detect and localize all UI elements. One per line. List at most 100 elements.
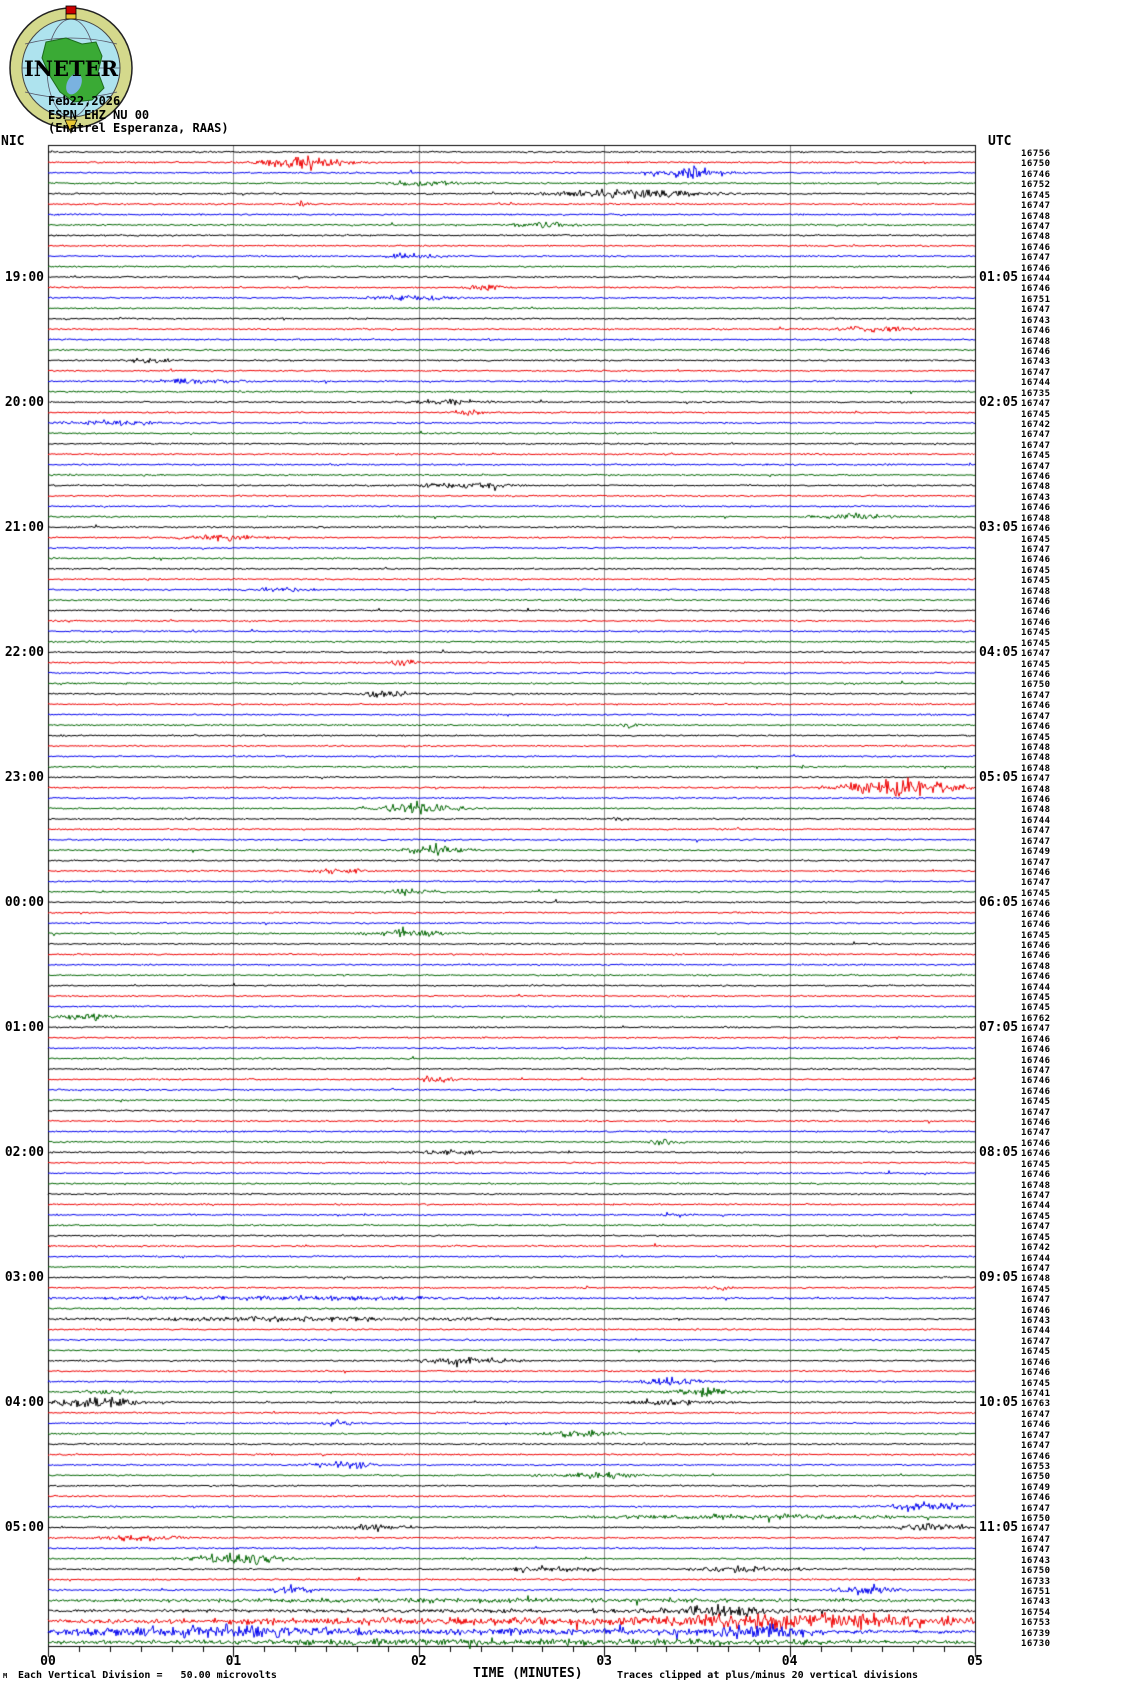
trace-bias-value: 16748 xyxy=(1021,211,1051,222)
trace-bias-value: 16748 xyxy=(1021,482,1051,493)
trace-bias-value: 16746 xyxy=(1021,597,1051,608)
trace-bias-value: 16746 xyxy=(1021,472,1051,483)
trace-bias-value: 16746 xyxy=(1021,1055,1051,1066)
trace-bias-value: 16747 xyxy=(1021,544,1051,555)
hour-label-local: 01:00 xyxy=(4,1020,44,1036)
hour-label-utc: 05:05 xyxy=(979,770,1019,786)
trace-bias-value: 16753 xyxy=(1021,1461,1051,1472)
trace-bias-value: 16754 xyxy=(1021,1607,1051,1618)
trace-bias-value: 16746 xyxy=(1021,169,1051,180)
trace-bias-value: 16746 xyxy=(1021,1045,1051,1056)
trace-bias-value: 16747 xyxy=(1021,1336,1051,1347)
trace-bias-value: 16746 xyxy=(1021,346,1051,357)
trace-bias-value: 16762 xyxy=(1021,1013,1051,1024)
trace-bias-value: 16747 xyxy=(1021,878,1051,889)
trace-bias-value: 16746 xyxy=(1021,951,1051,962)
trace-bias-value: 16746 xyxy=(1021,1451,1051,1462)
trace-bias-value: 16744 xyxy=(1021,274,1051,285)
trace-bias-value: 16745 xyxy=(1021,1097,1051,1108)
trace-bias-value: 16745 xyxy=(1021,1232,1051,1243)
trace-bias-value: 16763 xyxy=(1021,1399,1051,1410)
trace-bias-value: 16746 xyxy=(1021,1420,1051,1431)
trace-bias-value: 16747 xyxy=(1021,649,1051,660)
trace-bias-value: 16741 xyxy=(1021,1388,1051,1399)
trace-bias-value: 16746 xyxy=(1021,284,1051,295)
hour-label-utc: 09:05 xyxy=(979,1270,1019,1286)
hour-label-utc: 01:05 xyxy=(979,270,1019,286)
trace-bias-value: 16747 xyxy=(1021,1524,1051,1535)
trace-bias-value: 16747 xyxy=(1021,1263,1051,1274)
trace-bias-value: 16746 xyxy=(1021,909,1051,920)
hour-label-utc: 06:05 xyxy=(979,895,1019,911)
hour-label-utc: 02:05 xyxy=(979,395,1019,411)
trace-bias-value: 16747 xyxy=(1021,461,1051,472)
hour-label-local: 05:00 xyxy=(4,1520,44,1536)
trace-bias-value: 16747 xyxy=(1021,221,1051,232)
trace-bias-value: 16745 xyxy=(1021,534,1051,545)
hour-label-local: 00:00 xyxy=(4,895,44,911)
trace-bias-value: 16748 xyxy=(1021,336,1051,347)
trace-bias-value: 16748 xyxy=(1021,805,1051,816)
trace-bias-value: 16739 xyxy=(1021,1628,1051,1639)
trace-bias-value: 16746 xyxy=(1021,1034,1051,1045)
trace-bias-value: 16745 xyxy=(1021,576,1051,587)
trace-bias-value: 16746 xyxy=(1021,701,1051,712)
trace-bias-value: 16744 xyxy=(1021,1253,1051,1264)
corner-glyph: M xyxy=(3,1672,8,1680)
trace-bias-value: 16746 xyxy=(1021,1368,1051,1379)
trace-bias-value: 16748 xyxy=(1021,784,1051,795)
x-tick-label: 01 xyxy=(225,1654,242,1669)
trace-bias-value: 16744 xyxy=(1021,982,1051,993)
trace-bias-value: 16746 xyxy=(1021,1493,1051,1504)
trace-bias-value: 16745 xyxy=(1021,451,1051,462)
trace-bias-value: 16747 xyxy=(1021,1409,1051,1420)
hour-label-local: 03:00 xyxy=(4,1270,44,1286)
trace-bias-value: 16746 xyxy=(1021,899,1051,910)
footnote-clipping: Traces clipped at plus/minus 20 vertical… xyxy=(617,1670,919,1681)
trace-bias-value: 16747 xyxy=(1021,367,1051,378)
trace-bias-value: 16750 xyxy=(1021,159,1051,170)
trace-bias-value: 16746 xyxy=(1021,795,1051,806)
trace-bias-value: 16747 xyxy=(1021,690,1051,701)
trace-bias-value: 16748 xyxy=(1021,232,1051,243)
trace-bias-value: 16746 xyxy=(1021,1357,1051,1368)
trace-bias-value: 16750 xyxy=(1021,680,1051,691)
trace-bias-value: 16747 xyxy=(1021,430,1051,441)
trace-bias-value: 16744 xyxy=(1021,378,1051,389)
hour-label-local: 21:00 xyxy=(4,520,44,536)
trace-bias-value: 16748 xyxy=(1021,1180,1051,1191)
trace-bias-value: 16746 xyxy=(1021,972,1051,983)
trace-bias-value: 16747 xyxy=(1021,1534,1051,1545)
trace-bias-value: 16747 xyxy=(1021,857,1051,868)
trace-bias-value: 16743 xyxy=(1021,1316,1051,1327)
trace-bias-value: 16746 xyxy=(1021,1138,1051,1149)
trace-bias-value: 16750 xyxy=(1021,1566,1051,1577)
trace-bias-value: 16730 xyxy=(1021,1639,1051,1650)
trace-bias-value: 16746 xyxy=(1021,503,1051,514)
trace-bias-value: 16747 xyxy=(1021,1295,1051,1306)
trace-bias-value: 16743 xyxy=(1021,357,1051,368)
trace-bias-value: 16747 xyxy=(1021,1191,1051,1201)
trace-bias-value: 16747 xyxy=(1021,305,1051,316)
trace-bias-value: 16746 xyxy=(1021,555,1051,566)
trace-bias-value: 16750 xyxy=(1021,1514,1051,1525)
trace-bias-value: 16743 xyxy=(1021,1597,1051,1608)
trace-bias-value: 16745 xyxy=(1021,1211,1051,1222)
trace-bias-value: 16746 xyxy=(1021,1076,1051,1087)
trace-bias-value: 16742 xyxy=(1021,1243,1051,1254)
trace-bias-value: 16735 xyxy=(1021,388,1051,399)
trace-bias-value: 16744 xyxy=(1021,1201,1051,1212)
hour-label-local: 19:00 xyxy=(4,270,44,286)
x-tick-label: 04 xyxy=(781,1654,798,1669)
trace-bias-value: 16742 xyxy=(1021,419,1051,430)
trace-bias-value: 16748 xyxy=(1021,742,1051,753)
hour-label-utc: 08:05 xyxy=(979,1145,1019,1161)
trace-bias-value: 16746 xyxy=(1021,524,1051,535)
trace-bias-value: 16746 xyxy=(1021,1118,1051,1129)
x-tick-label: 00 xyxy=(40,1654,56,1669)
trace-bias-value: 16746 xyxy=(1021,242,1051,253)
trace-bias-value: 16746 xyxy=(1021,670,1051,680)
hour-label-utc: 10:05 xyxy=(979,1395,1019,1411)
